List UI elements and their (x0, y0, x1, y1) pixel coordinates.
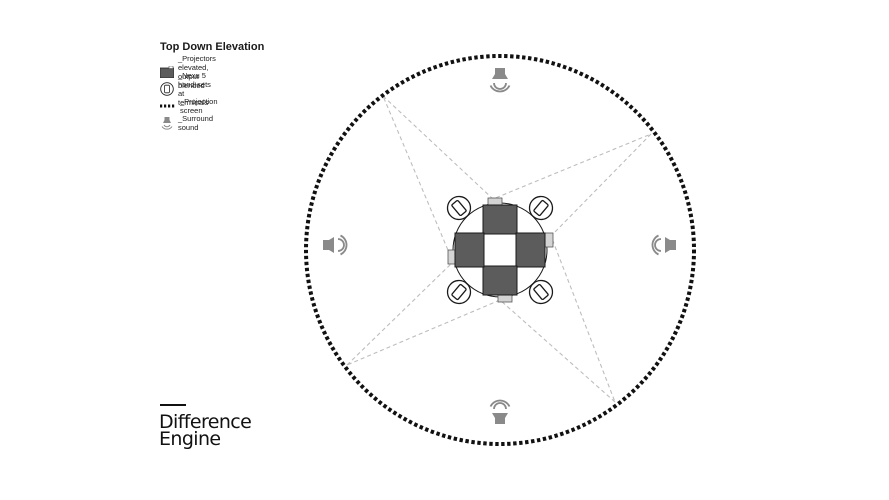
brand-line-1: Difference (159, 411, 252, 433)
legend-item-handsets: _Nexu 5 hand-sets at terminals (160, 71, 212, 107)
beam-left (346, 95, 454, 366)
legend-item-sound: _Surround sound (160, 114, 217, 132)
speaker-icon (651, 234, 677, 256)
projector-left (454, 232, 485, 268)
diagram-title: Top Down Elevation (160, 41, 265, 53)
speaker-icon (160, 115, 174, 131)
projector-right (515, 232, 546, 268)
beam-bottom (346, 299, 616, 403)
brand-line-2: Engine (159, 428, 221, 450)
brand-logo: Difference Engine (159, 411, 252, 450)
legend-item-screen: _Projection screen (160, 97, 220, 115)
beam-top (382, 95, 652, 200)
speaker-icon (322, 234, 348, 256)
projector-icon (160, 64, 174, 80)
projection-screen-icon (160, 98, 176, 114)
legend-label-handsets: _Nexu 5 hand-sets at terminals (178, 71, 211, 107)
projectors (454, 204, 546, 296)
speaker-icon (489, 67, 511, 93)
legend-label-projectors: _Projectors elevated, output blended (178, 54, 216, 90)
beam-right (550, 133, 652, 403)
projector-bottom (482, 265, 518, 296)
brand-divider (160, 404, 186, 406)
handset-icon (160, 81, 174, 97)
speaker-icon (489, 399, 511, 425)
legend-label-sound: _Surround sound (178, 114, 214, 132)
legend-item-projectors: _Projectors elevated, output blended (160, 54, 220, 90)
legend-label-screen: _Projection screen (180, 97, 218, 115)
projector-top (482, 204, 518, 235)
projection-screen (304, 54, 696, 446)
